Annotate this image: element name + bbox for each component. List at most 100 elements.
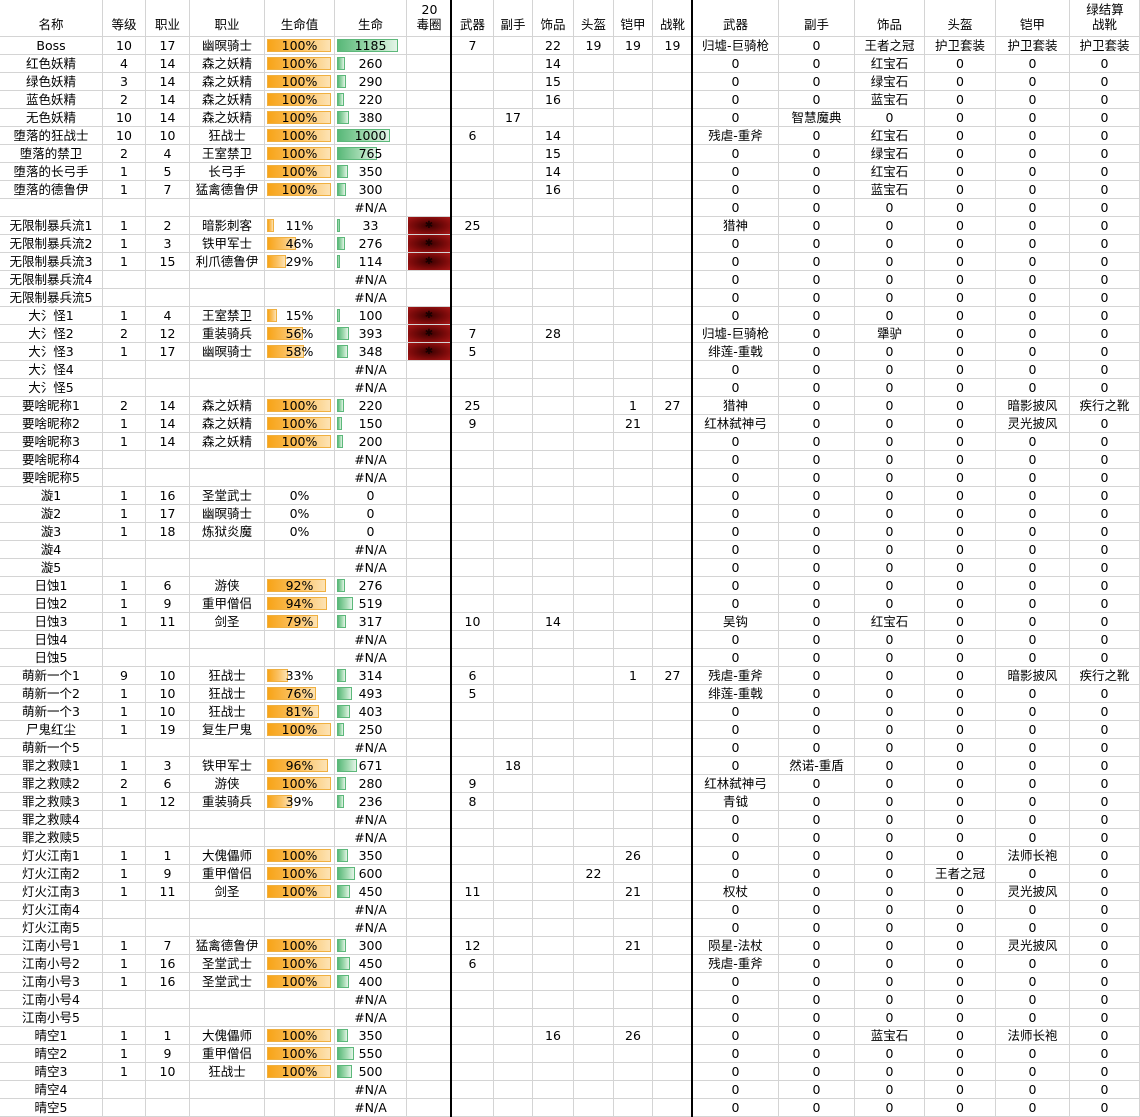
- accessory-id-cell[interactable]: 14: [533, 127, 574, 145]
- poison-cell[interactable]: ✱: [407, 307, 452, 325]
- accessory-cell[interactable]: 0: [855, 253, 925, 271]
- helmet-id-cell[interactable]: [574, 55, 614, 73]
- offhand-id-cell[interactable]: [494, 523, 533, 541]
- poison-cell[interactable]: [407, 991, 452, 1009]
- job-cell[interactable]: [190, 919, 265, 937]
- accessory-id-cell[interactable]: [533, 937, 574, 955]
- weapon-id-cell[interactable]: [452, 379, 494, 397]
- accessory-id-cell[interactable]: [533, 253, 574, 271]
- hp-cell[interactable]: 100%: [265, 397, 335, 415]
- helmet-cell[interactable]: 0: [925, 631, 996, 649]
- weapon-cell[interactable]: 残虐-重斧: [693, 127, 779, 145]
- job-cell[interactable]: 森之妖精: [190, 91, 265, 109]
- weapon-cell[interactable]: 0: [693, 235, 779, 253]
- level-cell[interactable]: [103, 829, 146, 847]
- accessory-cell[interactable]: 0: [855, 973, 925, 991]
- header-weapon[interactable]: 武器: [693, 0, 779, 37]
- weapon-id-cell[interactable]: [452, 55, 494, 73]
- name-cell[interactable]: 罪之救赎3: [0, 793, 103, 811]
- helmet-cell[interactable]: 0: [925, 1063, 996, 1081]
- poison-cell[interactable]: [407, 775, 452, 793]
- weapon-cell[interactable]: 0: [693, 1045, 779, 1063]
- poison-cell[interactable]: [407, 469, 452, 487]
- life-cell[interactable]: 519: [335, 595, 407, 613]
- accessory-cell[interactable]: 0: [855, 955, 925, 973]
- level-cell[interactable]: [103, 991, 146, 1009]
- offhand-cell[interactable]: 0: [779, 793, 855, 811]
- job-cell[interactable]: 剑圣: [190, 883, 265, 901]
- armor-id-cell[interactable]: [614, 469, 653, 487]
- hp-cell[interactable]: 100%: [265, 91, 335, 109]
- offhand-id-cell[interactable]: [494, 739, 533, 757]
- armor-cell[interactable]: 法师长袍: [996, 847, 1070, 865]
- boots-id-cell[interactable]: [653, 865, 693, 883]
- accessory-cell[interactable]: 蓝宝石: [855, 91, 925, 109]
- accessory-id-cell[interactable]: [533, 901, 574, 919]
- job-id-cell[interactable]: 17: [146, 37, 190, 55]
- level-cell[interactable]: 1: [103, 253, 146, 271]
- accessory-id-cell[interactable]: [533, 379, 574, 397]
- name-cell[interactable]: 罪之救赎2: [0, 775, 103, 793]
- level-cell[interactable]: 10: [103, 109, 146, 127]
- offhand-id-cell[interactable]: [494, 433, 533, 451]
- helmet-cell[interactable]: 0: [925, 91, 996, 109]
- name-cell[interactable]: 堕落的禁卫: [0, 145, 103, 163]
- helmet-cell[interactable]: 0: [925, 991, 996, 1009]
- accessory-id-cell[interactable]: [533, 739, 574, 757]
- hp-cell[interactable]: 76%: [265, 685, 335, 703]
- accessory-cell[interactable]: 红宝石: [855, 55, 925, 73]
- offhand-id-cell[interactable]: [494, 91, 533, 109]
- boots-cell[interactable]: 0: [1070, 1027, 1140, 1045]
- hp-cell[interactable]: 0%: [265, 505, 335, 523]
- name-cell[interactable]: 江南小号1: [0, 937, 103, 955]
- armor-id-cell[interactable]: [614, 145, 653, 163]
- level-cell[interactable]: 1: [103, 703, 146, 721]
- accessory-cell[interactable]: 0: [855, 685, 925, 703]
- hp-cell[interactable]: [265, 649, 335, 667]
- poison-cell[interactable]: [407, 487, 452, 505]
- weapon-cell[interactable]: 残虐-重斧: [693, 955, 779, 973]
- armor-id-cell[interactable]: [614, 343, 653, 361]
- job-cell[interactable]: 猛禽德鲁伊: [190, 181, 265, 199]
- life-cell[interactable]: #N/A: [335, 829, 407, 847]
- offhand-cell[interactable]: 0: [779, 415, 855, 433]
- hp-cell[interactable]: 29%: [265, 253, 335, 271]
- poison-cell[interactable]: [407, 793, 452, 811]
- hp-cell[interactable]: 92%: [265, 577, 335, 595]
- armor-id-cell[interactable]: [614, 1099, 653, 1117]
- job-id-cell[interactable]: [146, 379, 190, 397]
- armor-cell[interactable]: 0: [996, 811, 1070, 829]
- armor-id-cell[interactable]: [614, 1081, 653, 1099]
- hp-cell[interactable]: 94%: [265, 595, 335, 613]
- job-id-cell[interactable]: [146, 271, 190, 289]
- offhand-cell[interactable]: 0: [779, 649, 855, 667]
- armor-id-cell[interactable]: [614, 865, 653, 883]
- weapon-id-cell[interactable]: [452, 451, 494, 469]
- name-cell[interactable]: 无限制暴兵流2: [0, 235, 103, 253]
- life-cell[interactable]: 100: [335, 307, 407, 325]
- level-cell[interactable]: 1: [103, 955, 146, 973]
- job-cell[interactable]: [190, 361, 265, 379]
- boots-id-cell[interactable]: [653, 235, 693, 253]
- armor-id-cell[interactable]: [614, 1045, 653, 1063]
- header-name[interactable]: 名称: [0, 0, 103, 37]
- boots-id-cell[interactable]: [653, 289, 693, 307]
- life-cell[interactable]: 0: [335, 505, 407, 523]
- name-cell[interactable]: 晴空2: [0, 1045, 103, 1063]
- level-cell[interactable]: 1: [103, 181, 146, 199]
- offhand-cell[interactable]: 0: [779, 253, 855, 271]
- life-cell[interactable]: 450: [335, 955, 407, 973]
- weapon-id-cell[interactable]: [452, 757, 494, 775]
- name-cell[interactable]: 要啥昵称4: [0, 451, 103, 469]
- offhand-cell[interactable]: 0: [779, 199, 855, 217]
- hp-cell[interactable]: [265, 361, 335, 379]
- hp-cell[interactable]: 100%: [265, 721, 335, 739]
- poison-cell[interactable]: [407, 865, 452, 883]
- life-cell[interactable]: 350: [335, 163, 407, 181]
- armor-cell[interactable]: 0: [996, 919, 1070, 937]
- name-cell[interactable]: 无色妖精: [0, 109, 103, 127]
- boots-id-cell[interactable]: 27: [653, 667, 693, 685]
- accessory-cell[interactable]: 0: [855, 109, 925, 127]
- accessory-cell[interactable]: 0: [855, 343, 925, 361]
- name-cell[interactable]: 无限制暴兵流1: [0, 217, 103, 235]
